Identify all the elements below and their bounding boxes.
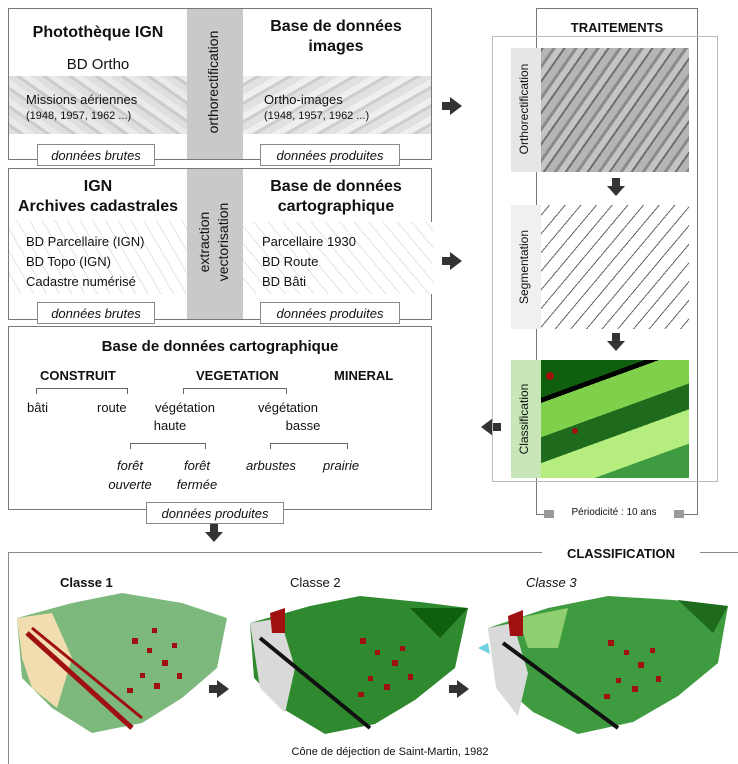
parcellaire-1930-label: Parcellaire 1930 [262,234,356,249]
classe-1-map [17,593,227,733]
arbustes-label: arbustes [246,458,296,473]
cat-construit: CONSTRUIT [40,368,116,383]
aerial-photo-raw [9,76,187,134]
cat-vegetation: VEGETATION [196,368,279,383]
bd-bati-label: BD Bâti [262,274,307,289]
arrow-right-icon [209,680,229,698]
traitements-side-frame [492,36,718,482]
arrow-down-icon [607,341,625,351]
vectorisation-label: vectorisation [215,202,231,282]
bd-images-title-2: images [308,38,364,55]
classification-title: CLASSIFICATION [542,546,700,561]
tree-line [183,388,287,389]
classification-caption: Cône de déjection de Saint-Martin, 1982 [291,746,489,758]
ortho-images-years: (1948, 1957, 1962 ...) [264,110,370,122]
veg-basse-label-1: végétation [258,400,318,415]
veg-basse-label-2: basse [285,418,321,433]
tree-line [36,388,128,389]
classe-3-map [478,596,728,734]
tree-line [130,443,206,444]
bd-ortho-label: BD Ortho [66,56,130,73]
arrow-right-icon [442,97,462,115]
orthorectification-label: orthorectification [205,30,221,134]
classe-3-label: Classe 3 [526,575,577,590]
cat-mineral: MINERAL [334,368,394,383]
veg-haute-label-1: végétation [155,400,215,415]
tree-line [183,388,184,394]
tag-donnees-produites-2: données produites [260,302,400,324]
classe-1-label: Classe 1 [60,575,113,590]
tree-line [347,443,348,449]
tree-line [36,388,37,394]
arrow-down-stem [612,333,620,341]
orthorectification-bar [187,9,243,159]
cadastre-raw-image [9,220,187,294]
archives-cadastrales-title: Archives cadastrales [17,198,179,215]
periodicite-right-marker [674,510,684,518]
cadastre-numerise-label: Cadastre numérisé [26,274,136,289]
tree-line [286,388,287,394]
ign-title: IGN [83,178,113,195]
missions-years: (1948, 1957, 1962 ...) [26,110,132,122]
periodicite-label: Périodicité : 10 ans [554,507,674,518]
phototheque-title: Photothèque IGN [32,24,164,41]
tree-line [270,443,271,449]
prairie-label: prairie [323,458,360,473]
classification-frame-left [8,552,9,764]
tag-donnees-brutes-1: données brutes [37,144,155,166]
arrow-down-stem [612,178,620,186]
bd-parcellaire-label: BD Parcellaire (IGN) [26,234,145,249]
arrow-down-stem [210,524,218,532]
extraction-bar [187,169,243,319]
arrow-left-icon [481,418,493,436]
bd-topo-label: BD Topo (IGN) [26,254,112,269]
step-classification: Classification [517,383,531,455]
arrow-down-icon [607,186,625,196]
traitements-title: TRAITEMENTS [570,20,664,35]
classe-2-map [250,596,468,734]
classification-image [541,360,689,478]
foret-fermee-1: forêt [183,458,210,473]
taxonomy-title: Base de données cartographique [101,338,339,355]
arrow-right-icon [449,680,469,698]
bd-carto-title-1: Base de données [270,178,402,195]
arrow-left-stem [493,423,501,431]
periodicite-left-marker [544,510,554,518]
tag-donnees-brutes-2: données brutes [37,302,155,324]
tree-line [130,443,131,449]
extraction-label: extraction [196,211,212,273]
step-orthorectification: Orthorectification [517,63,531,155]
bati-label: bâti [27,400,48,415]
tree-line [205,443,206,449]
arrow-right-icon [442,252,462,270]
route-label: route [97,400,127,415]
foret-ouverte-1: forêt [116,458,143,473]
classe-2-label: Classe 2 [290,575,341,590]
tree-line [127,388,128,394]
classification-building-dot [572,428,578,434]
tree-line [270,443,348,444]
classification-building-dot [546,372,554,380]
step-segmentation: Segmentation [517,229,531,305]
step-bar-seg [511,205,541,329]
arrow-down-icon [205,532,223,542]
orthorectified-aerial-image [541,48,689,172]
segmentation-image [541,205,689,329]
bd-images-title-1: Base de données [270,18,402,35]
veg-haute-label-2: haute [153,418,187,433]
ortho-image-produced [243,76,431,134]
tag-donnees-produites-3: données produites [146,502,284,524]
cadastre-produced-image [243,222,433,294]
missions-label: Missions aériennes [26,92,138,107]
step-bar-ortho [511,48,541,172]
classification-frame-top [8,552,738,553]
foret-fermee-2: fermée [176,477,218,492]
bd-carto-title-2: cartographique [277,198,395,215]
ortho-images-label: Ortho-images [264,92,343,107]
tag-donnees-produites-1: données produites [260,144,400,166]
step-bar-class [511,360,541,478]
foret-ouverte-2: ouverte [108,477,152,492]
bd-route-label: BD Route [262,254,319,269]
